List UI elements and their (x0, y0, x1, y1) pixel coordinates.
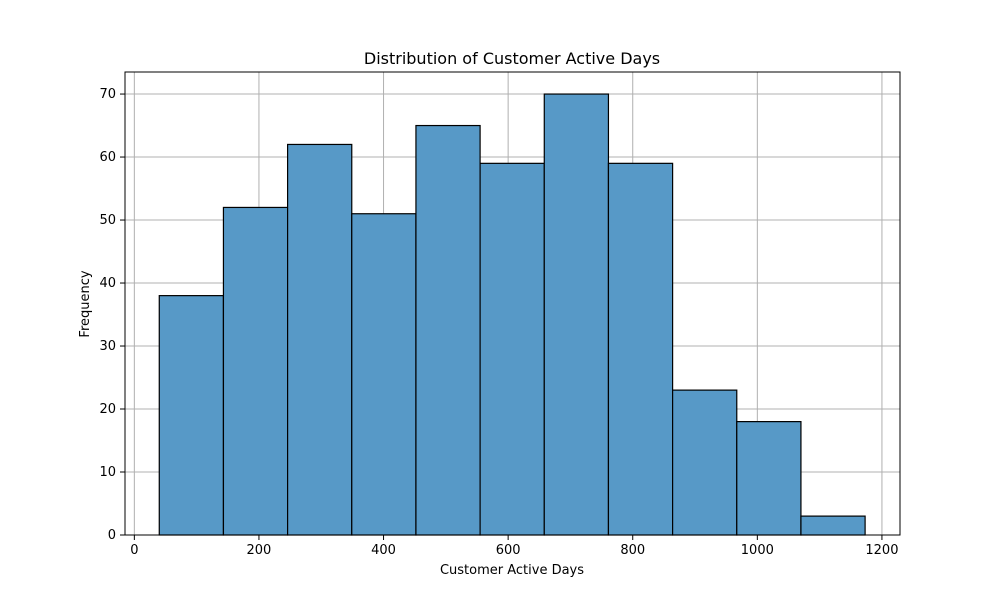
chart-title: Distribution of Customer Active Days (364, 49, 660, 68)
histogram-bar-2 (287, 143, 353, 536)
histogram-bar-10 (800, 515, 866, 536)
histogram-bar-9 (736, 421, 802, 536)
y-axis-label: Frequency (78, 270, 93, 337)
y-tick-label-2: 20 (99, 402, 116, 417)
axes-layer (124, 71, 901, 536)
y-tick-label-4: 40 (99, 276, 116, 291)
histogram-bar-3 (351, 213, 417, 536)
bars-layer (158, 93, 866, 536)
plot-frame (124, 71, 901, 536)
histogram-bar-7 (607, 162, 674, 536)
histogram-bar-4 (415, 124, 481, 536)
y-tick-label-7: 70 (99, 87, 116, 102)
histogram-bar-0 (158, 295, 225, 536)
histogram-bar-1 (222, 206, 289, 536)
x-tick-label-3: 600 (496, 543, 521, 558)
y-tick-label-5: 50 (99, 213, 116, 228)
y-tick-label-0: 0 (108, 528, 116, 543)
histogram-bar-8 (672, 389, 738, 536)
histogram-bar-6 (543, 93, 610, 536)
x-tick-label-4: 800 (620, 543, 645, 558)
x-axis-label: Customer Active Days (440, 563, 584, 578)
x-tick-label-2: 400 (371, 543, 396, 558)
y-tick-label-1: 10 (99, 465, 116, 480)
ticks-layer: 0 200 400 600 800 1000 1200 0 10 20 30 40 50 60 70 (99, 87, 898, 558)
y-tick-label-3: 30 (99, 339, 116, 354)
x-tick-label-6: 1200 (865, 543, 898, 558)
y-tick-label-6: 60 (99, 150, 116, 165)
x-tick-label-5: 1000 (741, 543, 774, 558)
histogram-bar-5 (479, 162, 545, 536)
x-tick-label-1: 200 (247, 543, 272, 558)
x-tick-label-0: 0 (130, 543, 138, 558)
